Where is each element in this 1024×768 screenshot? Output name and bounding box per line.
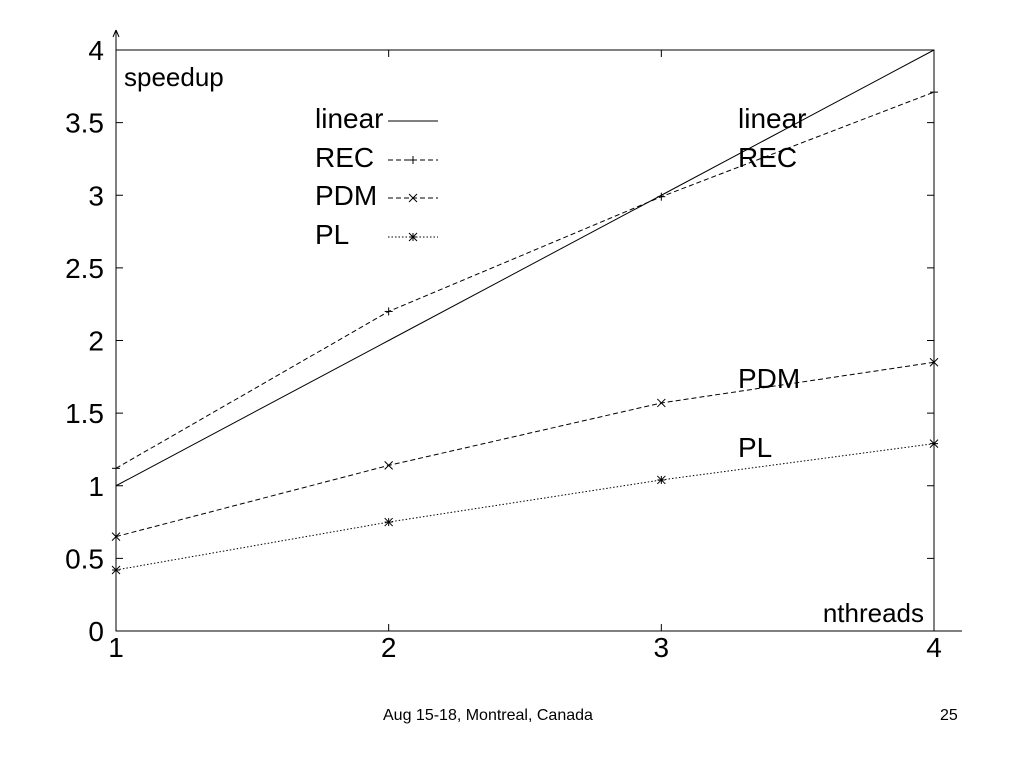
data-point-rec — [384, 307, 393, 316]
y-axis-arrow — [115, 29, 120, 38]
data-point-pl — [384, 517, 394, 527]
legend-label-pl: PL — [315, 219, 349, 250]
data-point-rec — [657, 192, 666, 201]
x-tick-label: 1 — [108, 632, 124, 663]
legend-marker-pl — [408, 232, 418, 242]
series-end-label-rec: REC — [738, 142, 797, 173]
series-end-label-linear: linear — [738, 103, 806, 134]
data-point-pl — [111, 565, 121, 575]
y-tick-label: 0.5 — [65, 543, 104, 574]
x-tick-label: 4 — [926, 632, 942, 663]
data-point-pdm — [111, 532, 121, 541]
plot-frame — [115, 49, 935, 632]
y-axis-title: speedup — [124, 62, 224, 92]
footer-text: Aug 15-18, Montreal, Canada — [383, 707, 593, 724]
data-point-pl — [656, 475, 666, 485]
legend-label-pdm: PDM — [315, 180, 377, 211]
y-tick-label: 1 — [88, 471, 104, 502]
legend-marker-pdm — [408, 193, 418, 203]
data-point-rec — [930, 88, 938, 97]
series-line-pdm — [115, 361, 935, 538]
legend-label-linear: linear — [315, 103, 383, 134]
y-tick-label: 4 — [88, 35, 104, 66]
series-end-label-pl: PL — [738, 432, 772, 463]
y-tick-label: 0 — [88, 616, 104, 647]
y-tick-label: 1.5 — [65, 398, 104, 429]
series-line-linear — [115, 49, 935, 487]
series-line-rec — [115, 91, 935, 469]
data-point-pl — [929, 439, 939, 448]
legend-label-rec: REC — [315, 142, 374, 173]
data-point-pdm — [384, 461, 394, 470]
data-point-rec — [112, 464, 120, 473]
data-point-pdm — [656, 398, 666, 408]
y-tick-label: 2 — [88, 326, 104, 357]
series-end-label-pdm: PDM — [738, 363, 800, 394]
y-axis-arrow — [112, 29, 117, 38]
data-point-pdm — [929, 357, 939, 367]
legend-marker-rec — [409, 156, 417, 164]
y-tick-label: 3.5 — [65, 108, 104, 139]
y-tick-label: 3 — [88, 180, 104, 211]
series-line-pl — [115, 443, 935, 571]
x-axis-title: nthreads — [823, 598, 924, 628]
y-tick-label: 2.5 — [65, 253, 104, 284]
x-tick-label: 2 — [381, 632, 397, 663]
page-number: 25 — [940, 707, 958, 724]
x-tick-label: 3 — [654, 632, 670, 663]
